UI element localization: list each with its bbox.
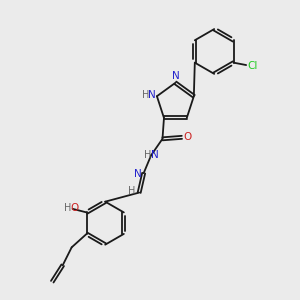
Text: N: N [148, 90, 155, 100]
Text: H: H [142, 90, 149, 100]
Text: H: H [64, 203, 71, 213]
Text: H: H [145, 150, 152, 160]
Text: O: O [184, 132, 192, 142]
Text: O: O [70, 203, 78, 213]
Text: N: N [151, 150, 159, 160]
Text: N: N [172, 71, 179, 81]
Text: N: N [134, 169, 142, 179]
Text: H: H [128, 186, 135, 196]
Text: Cl: Cl [247, 61, 257, 70]
